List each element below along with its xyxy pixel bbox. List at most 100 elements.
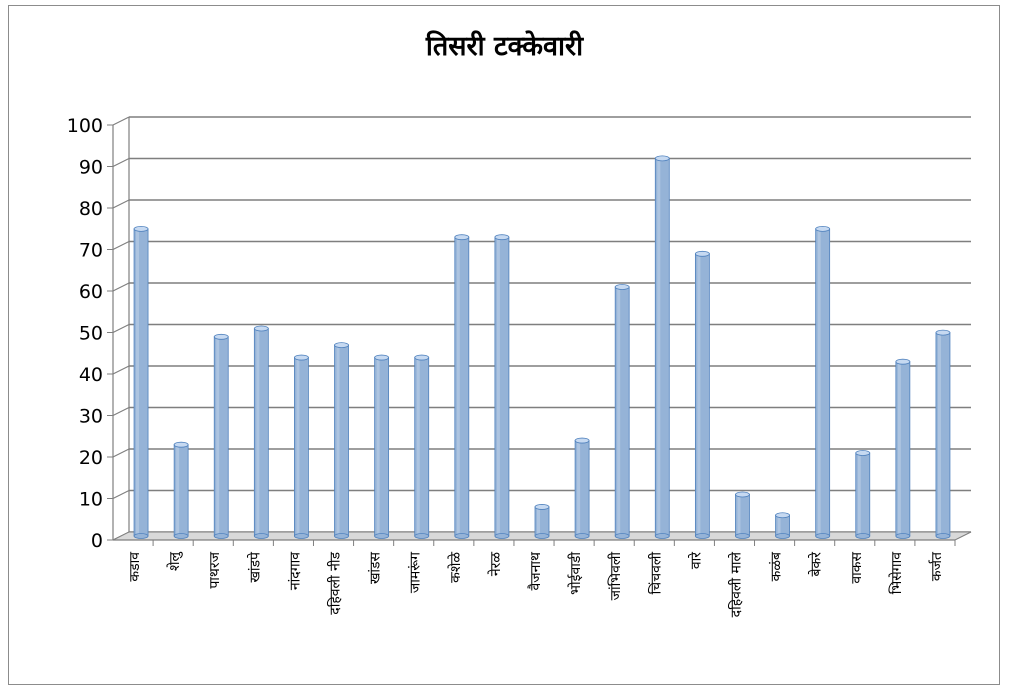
bar-top (414, 354, 430, 361)
x-category-label: जामरूंग (408, 551, 424, 593)
bar-highlight (577, 440, 581, 536)
bar-top (654, 155, 670, 162)
bar-base (213, 533, 229, 539)
bar-top (935, 329, 951, 336)
x-category-label: पाथरज (207, 551, 223, 588)
bar-base (454, 533, 470, 539)
bar-highlight (697, 253, 701, 537)
gridline-connector (112, 157, 130, 168)
x-category-label: वैजनाथ (527, 551, 544, 591)
x-category-label: भोईवाडी (567, 552, 584, 595)
bar-top (775, 512, 790, 519)
bar-top (173, 441, 189, 448)
x-category-label: भिसेगाव (888, 552, 905, 594)
bar-highlight (176, 444, 180, 536)
bar-top (574, 437, 590, 444)
bar-base (294, 533, 309, 539)
bar-highlight (857, 453, 861, 536)
bar-highlight (256, 328, 260, 536)
bar-base (614, 533, 630, 539)
x-category-label: कर्जत (928, 551, 945, 581)
bar-base (694, 533, 710, 539)
gridline-connector (112, 240, 130, 251)
x-category-label: शेलु (166, 551, 183, 571)
bar-base (935, 533, 951, 539)
bar-top (133, 225, 149, 232)
bar-highlight (657, 158, 661, 536)
bar-highlight (937, 332, 941, 536)
bar-base (574, 533, 590, 539)
bar-base (654, 533, 670, 539)
x-category-label: चिंचवली (647, 552, 664, 595)
gridline-connector (112, 116, 130, 126)
bar-base (815, 533, 831, 539)
gridline-connector (112, 365, 130, 375)
bar-base (735, 533, 750, 539)
gridline-connector (112, 199, 130, 209)
bar-highlight (617, 287, 621, 536)
gridline-connector (112, 406, 130, 417)
bar-base (775, 533, 790, 539)
bar-base (895, 533, 911, 539)
y-tick-label: 50 (79, 323, 103, 345)
y-tick-label: 70 (79, 240, 103, 262)
x-category-label: बेकरे (808, 552, 825, 577)
y-tick-label: 90 (79, 157, 103, 179)
bar-base (414, 533, 430, 539)
bar-base (334, 533, 349, 539)
bar-highlight (336, 345, 340, 536)
bar-top (815, 225, 831, 232)
gridline-connector (112, 323, 130, 334)
y-tick-label: 40 (79, 364, 103, 386)
bar-highlight (456, 237, 460, 536)
bar-base (173, 533, 189, 539)
y-tick-label: 60 (79, 281, 103, 303)
bar-top (735, 491, 750, 498)
x-category-label: कळंब (769, 551, 785, 581)
bar-highlight (817, 228, 821, 536)
bar-base (253, 533, 269, 539)
bar-top (334, 342, 349, 349)
bar-top (855, 450, 871, 456)
y-tick-label: 10 (79, 489, 103, 511)
bar-highlight (496, 237, 500, 536)
x-category-label: नेरळ (487, 552, 504, 576)
bar-top (294, 354, 309, 361)
y-tick-label: 30 (79, 406, 103, 428)
x-category-label: खांडस (368, 551, 384, 584)
bar-base (494, 533, 510, 539)
y-tick-label: 100 (67, 115, 103, 137)
bar-top (494, 234, 510, 241)
bar-base (133, 533, 149, 539)
x-category-label: वाकस (849, 551, 865, 583)
bar-top (213, 333, 229, 340)
bar-highlight (537, 506, 540, 536)
bar-top (374, 354, 390, 361)
x-category-label: नांदगाव (287, 552, 303, 590)
bar-highlight (897, 361, 901, 536)
bar-top (614, 284, 630, 290)
chart-title: तिसरी टक्केवारी (425, 31, 584, 62)
y-tick-label: 0 (91, 530, 103, 552)
bar-highlight (777, 515, 781, 536)
x-category-label: वारे (687, 552, 704, 569)
bar-highlight (376, 357, 380, 536)
x-category-label: कडाव (127, 552, 143, 582)
bar-base (855, 533, 871, 539)
bar-highlight (296, 357, 300, 536)
bar-top (253, 325, 269, 332)
bar-highlight (416, 357, 420, 536)
bar-top (694, 250, 710, 257)
bar-highlight (216, 336, 220, 536)
y-tick-label: 20 (79, 447, 103, 469)
x-category-label: खांडपे (246, 551, 263, 583)
x-category-label: दहिवली माले (727, 551, 744, 617)
bar-highlight (737, 494, 741, 536)
y-tick-label: 80 (79, 198, 103, 220)
bar-base (374, 533, 390, 539)
bar-base (534, 533, 550, 539)
bar-top (534, 504, 550, 510)
gridline-connector (112, 448, 130, 458)
x-category-label: कशेळे (447, 552, 464, 583)
